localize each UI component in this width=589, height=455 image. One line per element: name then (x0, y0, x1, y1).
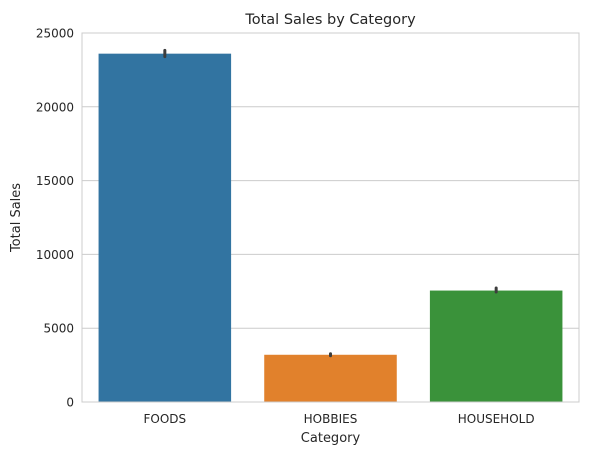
bars (98, 53, 563, 402)
x-axis-label: Category (301, 431, 361, 446)
x-tick-labels: FOODS HOBBIES HOUSEHOLD (144, 412, 535, 426)
y-tick-label: 10000 (36, 248, 74, 262)
bar-foods (98, 53, 232, 402)
bar-household (429, 290, 563, 402)
plot-frame (81, 32, 580, 403)
y-tick-label: 15000 (36, 174, 74, 188)
y-tick-label: 0 (66, 396, 74, 410)
x-tick-label: HOUSEHOLD (458, 412, 535, 426)
chart-title: Total Sales by Category (244, 12, 416, 28)
y-tick-labels: 0 5000 10000 15000 20000 25000 (36, 27, 74, 410)
y-tick-label: 20000 (36, 100, 74, 114)
y-tick-label: 5000 (43, 322, 74, 336)
y-tick-label: 25000 (36, 27, 74, 41)
bar-hobbies (264, 354, 397, 402)
error-bars (163, 48, 498, 358)
x-tick-label: FOODS (144, 412, 187, 426)
x-tick-label: HOBBIES (304, 412, 358, 426)
y-axis-label: Total Sales (9, 183, 24, 253)
